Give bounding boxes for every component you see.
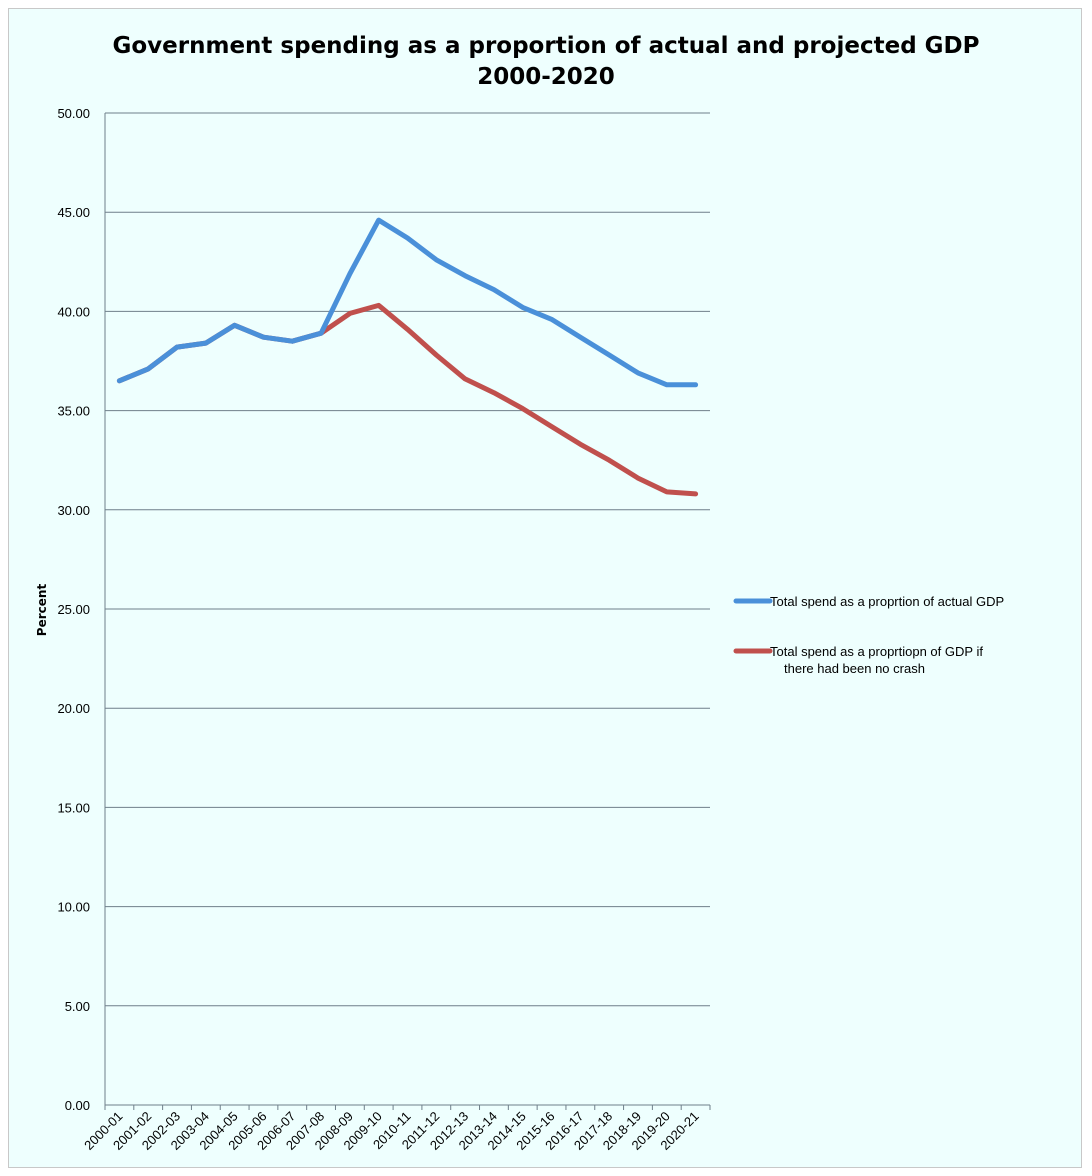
y-tick-label: 25.00 <box>57 602 90 617</box>
y-tick-label: 45.00 <box>57 205 90 220</box>
y-axis-label: Percent <box>35 584 49 637</box>
legend-label-2: Total spend as a proprtiopn of GDP if the… <box>770 644 983 676</box>
chart-frame <box>8 8 1082 1168</box>
series-lines <box>116 217 699 497</box>
series-line-2 <box>116 302 699 497</box>
y-tick-label: 40.00 <box>57 304 90 319</box>
y-tick-label: 35.00 <box>57 404 90 419</box>
y-tick-label: 10.00 <box>57 900 90 915</box>
series-line-1 <box>116 217 699 388</box>
chart-subtitle: 2000-2020 <box>477 64 615 90</box>
gridlines: 0.00 5.00 10.00 15.00 20.00 25.00 30.00 35.00 40… <box>57 106 710 1113</box>
y-tick-label: 50.00 <box>57 106 90 121</box>
legend: Total spend as a proprtion of actual GDP… <box>733 594 1004 676</box>
chart-title: Government spending as a proportion of a… <box>112 33 979 59</box>
y-tick-label: 15.00 <box>57 800 90 815</box>
axes: 2000-012001-022002-032003-042004-052005-… <box>81 113 711 1153</box>
y-tick-label: 0.00 <box>65 1098 90 1113</box>
y-tick-label: 30.00 <box>57 503 90 518</box>
y-tick-label: 20.00 <box>57 701 90 716</box>
legend-label-1: Total spend as a proprtion of actual GDP <box>770 594 1004 609</box>
y-tick-label: 5.00 <box>65 999 90 1014</box>
